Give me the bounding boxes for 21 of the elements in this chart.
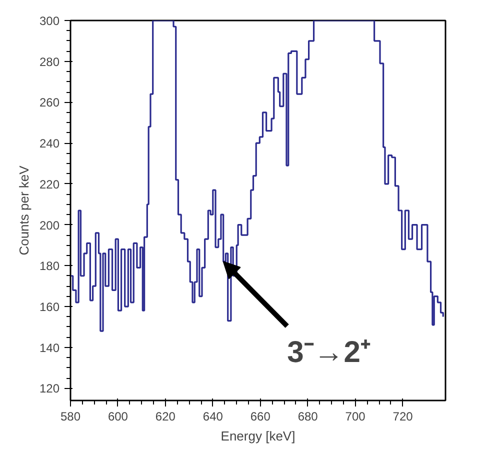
y-tick-label: 200: [39, 218, 60, 232]
annotation: 3⁻→2⁺: [287, 336, 370, 370]
x-tick-label: 580: [60, 410, 81, 424]
y-axis-title: Counts per keV: [16, 165, 32, 256]
x-axis-title: Energy [keV]: [220, 428, 296, 444]
y-tick-label: 140: [39, 340, 60, 355]
y-tick-label: 240: [39, 136, 60, 151]
x-tick-label: 620: [155, 410, 176, 424]
y-tick-label: 300: [39, 14, 60, 28]
y-tick-label: 180: [39, 259, 60, 274]
y-tick-label: 120: [39, 382, 60, 396]
y-tick-label: 220: [39, 177, 60, 192]
x-tick-label: 720: [392, 410, 414, 424]
y-tick-label: 260: [39, 96, 60, 110]
x-tick-label: 700: [345, 410, 366, 424]
y-tick-label: 160: [39, 300, 60, 314]
x-tick-label: 680: [298, 410, 318, 424]
x-tick-label: 640: [202, 410, 224, 424]
x-tick-label: 660: [250, 410, 271, 424]
y-tick-label: 280: [39, 54, 60, 69]
x-tick-label: 600: [108, 410, 128, 424]
